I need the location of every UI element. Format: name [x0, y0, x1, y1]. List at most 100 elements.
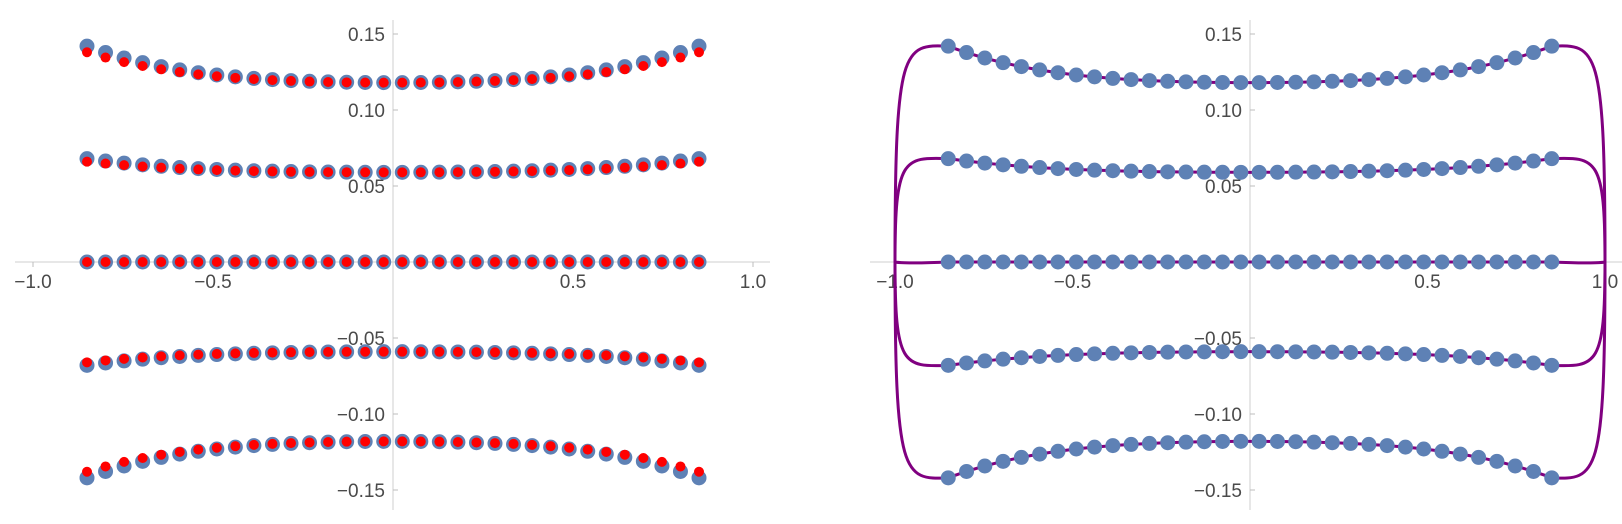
red-point	[378, 77, 389, 88]
red-point	[508, 75, 519, 86]
red-point	[471, 437, 482, 448]
blue-point	[1379, 70, 1395, 86]
blue-point	[1525, 463, 1541, 479]
red-point	[545, 72, 556, 83]
blue-point	[1068, 441, 1084, 457]
blue-point	[1196, 344, 1212, 360]
blue-point	[1434, 161, 1450, 177]
red-point	[508, 438, 519, 449]
blue-point	[1068, 161, 1084, 177]
red-point	[341, 436, 352, 447]
red-point	[341, 77, 352, 88]
blue-point	[1050, 161, 1066, 177]
red-point	[82, 257, 92, 267]
red-point	[601, 350, 612, 361]
blue-point	[1306, 164, 1322, 180]
red-point	[490, 438, 500, 449]
red-point	[490, 347, 500, 358]
red-point	[174, 67, 185, 78]
blue-point	[1525, 45, 1541, 61]
red-point	[452, 167, 463, 178]
blue-point	[1141, 254, 1157, 270]
red-point	[638, 161, 649, 172]
red-point	[527, 439, 538, 450]
blue-point	[1050, 443, 1066, 459]
y-tick-label: 0.05	[348, 177, 385, 198]
right-scatter-line-panel: −1.0 −0.5 0.5 1.00.150.100.05−0.05−0.10−0.1…	[870, 20, 1622, 510]
red-point	[434, 257, 445, 267]
red-point	[286, 257, 296, 267]
red-point	[397, 257, 408, 267]
blue-point	[1489, 351, 1505, 367]
blue-point	[1288, 434, 1304, 450]
blue-point	[995, 55, 1011, 71]
red-point	[397, 167, 408, 178]
blue-point	[1050, 347, 1066, 363]
blue-point	[977, 458, 993, 474]
blue-point	[1471, 350, 1487, 366]
red-point	[378, 257, 389, 267]
blue-point	[1452, 348, 1468, 364]
blue-point	[995, 157, 1011, 173]
blue-point	[1379, 438, 1395, 454]
blue-point	[1196, 434, 1212, 450]
red-point	[82, 47, 92, 58]
blue-point	[1306, 254, 1322, 270]
x-tick-label: 0.5	[560, 272, 586, 293]
red-point	[694, 47, 704, 58]
blue-point	[1379, 254, 1395, 270]
red-point	[582, 444, 593, 455]
blue-point	[1178, 164, 1194, 180]
x-tick-label: −0.5	[1054, 272, 1092, 293]
red-point	[267, 75, 278, 86]
blue-point	[1397, 69, 1413, 85]
red-point	[675, 257, 686, 267]
blue-point	[1233, 164, 1249, 180]
red-point	[211, 71, 222, 82]
blue-point	[1361, 254, 1377, 270]
blue-point	[1489, 55, 1505, 71]
blue-point	[959, 254, 975, 270]
blue-point	[1087, 346, 1103, 362]
blue-point	[1343, 73, 1359, 89]
red-point	[82, 156, 92, 167]
red-point	[564, 71, 575, 82]
red-point	[638, 453, 649, 464]
blue-point	[1507, 254, 1523, 270]
blue-point	[1452, 254, 1468, 270]
blue-point	[1544, 357, 1560, 373]
blue-point	[940, 38, 956, 54]
red-point	[434, 346, 445, 357]
red-point	[119, 57, 130, 68]
red-point	[119, 456, 130, 467]
red-point	[304, 437, 315, 448]
blue-point	[995, 254, 1011, 270]
red-point	[137, 453, 148, 464]
red-point	[323, 346, 334, 357]
blue-point	[1416, 161, 1432, 177]
red-point	[286, 166, 296, 177]
blue-point	[1489, 453, 1505, 469]
blue-point	[1141, 73, 1157, 89]
blue-point	[1233, 433, 1249, 449]
red-point	[582, 257, 593, 267]
blue-point	[1343, 254, 1359, 270]
red-point	[545, 165, 556, 176]
x-tick-label: −0.5	[194, 272, 232, 293]
blue-point	[1397, 162, 1413, 178]
red-point	[694, 357, 704, 368]
blue-point	[1141, 435, 1157, 451]
red-point	[211, 165, 222, 176]
blue-point	[1489, 157, 1505, 173]
blue-point	[1233, 344, 1249, 360]
y-tick-label: −0.15	[337, 481, 385, 502]
red-point	[601, 67, 612, 78]
red-point	[415, 436, 426, 447]
y-tick-label: 0.10	[1205, 101, 1242, 122]
y-tick-label: −0.10	[1194, 405, 1242, 426]
red-point	[360, 77, 371, 88]
blue-point	[1105, 438, 1121, 454]
blue-point	[1032, 160, 1048, 176]
red-point	[564, 348, 575, 359]
